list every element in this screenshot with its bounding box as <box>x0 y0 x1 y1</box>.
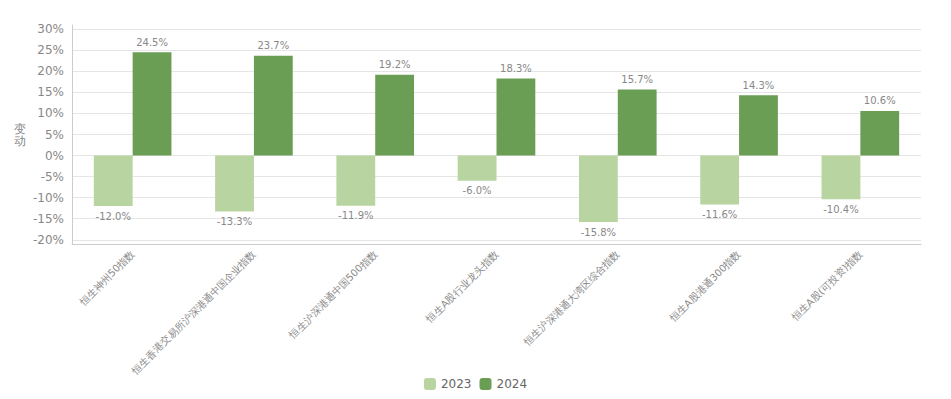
svg-text:变: 变 <box>14 121 26 136</box>
svg-text:-10%: -10% <box>33 191 64 205</box>
svg-text:恒生沪深港通中国500指数: 恒生沪深港通中国500指数 <box>286 248 379 341</box>
svg-text:15%: 15% <box>37 85 64 99</box>
svg-text:-6.0%: -6.0% <box>463 185 492 196</box>
svg-text:15.7%: 15.7% <box>621 74 653 85</box>
svg-text:恒生沪深港通大湾区综合指数: 恒生沪深港通大湾区综合指数 <box>521 248 621 348</box>
svg-text:20%: 20% <box>37 64 64 78</box>
svg-text:-11.9%: -11.9% <box>338 210 373 221</box>
svg-text:5%: 5% <box>45 128 64 142</box>
svg-text:14.3%: 14.3% <box>743 80 775 91</box>
svg-text:24.5%: 24.5% <box>136 37 168 48</box>
svg-text:-12.0%: -12.0% <box>96 211 131 222</box>
svg-text:18.3%: 18.3% <box>500 63 532 74</box>
svg-text:0%: 0% <box>45 149 64 163</box>
svg-text:恒生A股(可投资)指数: 恒生A股(可投资)指数 <box>789 248 864 323</box>
svg-text:恒生香港交易所沪深港通中国企业指数: 恒生香港交易所沪深港通中国企业指数 <box>129 248 258 377</box>
svg-text:-10.4%: -10.4% <box>823 204 858 215</box>
svg-text:-20%: -20% <box>33 233 64 247</box>
svg-text:动: 动 <box>14 134 26 148</box>
svg-text:2023: 2023 <box>441 377 472 391</box>
svg-text:19.2%: 19.2% <box>379 59 411 70</box>
svg-text:10%: 10% <box>37 106 64 120</box>
svg-text:-15.8%: -15.8% <box>581 227 616 238</box>
svg-text:2024: 2024 <box>497 377 528 391</box>
svg-text:-15%: -15% <box>33 212 64 226</box>
svg-text:30%: 30% <box>37 22 64 36</box>
svg-text:25%: 25% <box>37 43 64 57</box>
svg-text:23.7%: 23.7% <box>257 40 289 51</box>
svg-text:-11.6%: -11.6% <box>702 209 737 220</box>
svg-text:-5%: -5% <box>41 170 64 184</box>
svg-text:恒生A股港通300指数: 恒生A股港通300指数 <box>667 248 743 324</box>
svg-text:恒生A股行业龙头指数: 恒生A股行业龙头指数 <box>423 248 500 325</box>
svg-text:10.6%: 10.6% <box>864 95 896 106</box>
svg-text:-13.3%: -13.3% <box>217 216 252 227</box>
svg-text:恒生神州50指数: 恒生神州50指数 <box>77 248 137 308</box>
